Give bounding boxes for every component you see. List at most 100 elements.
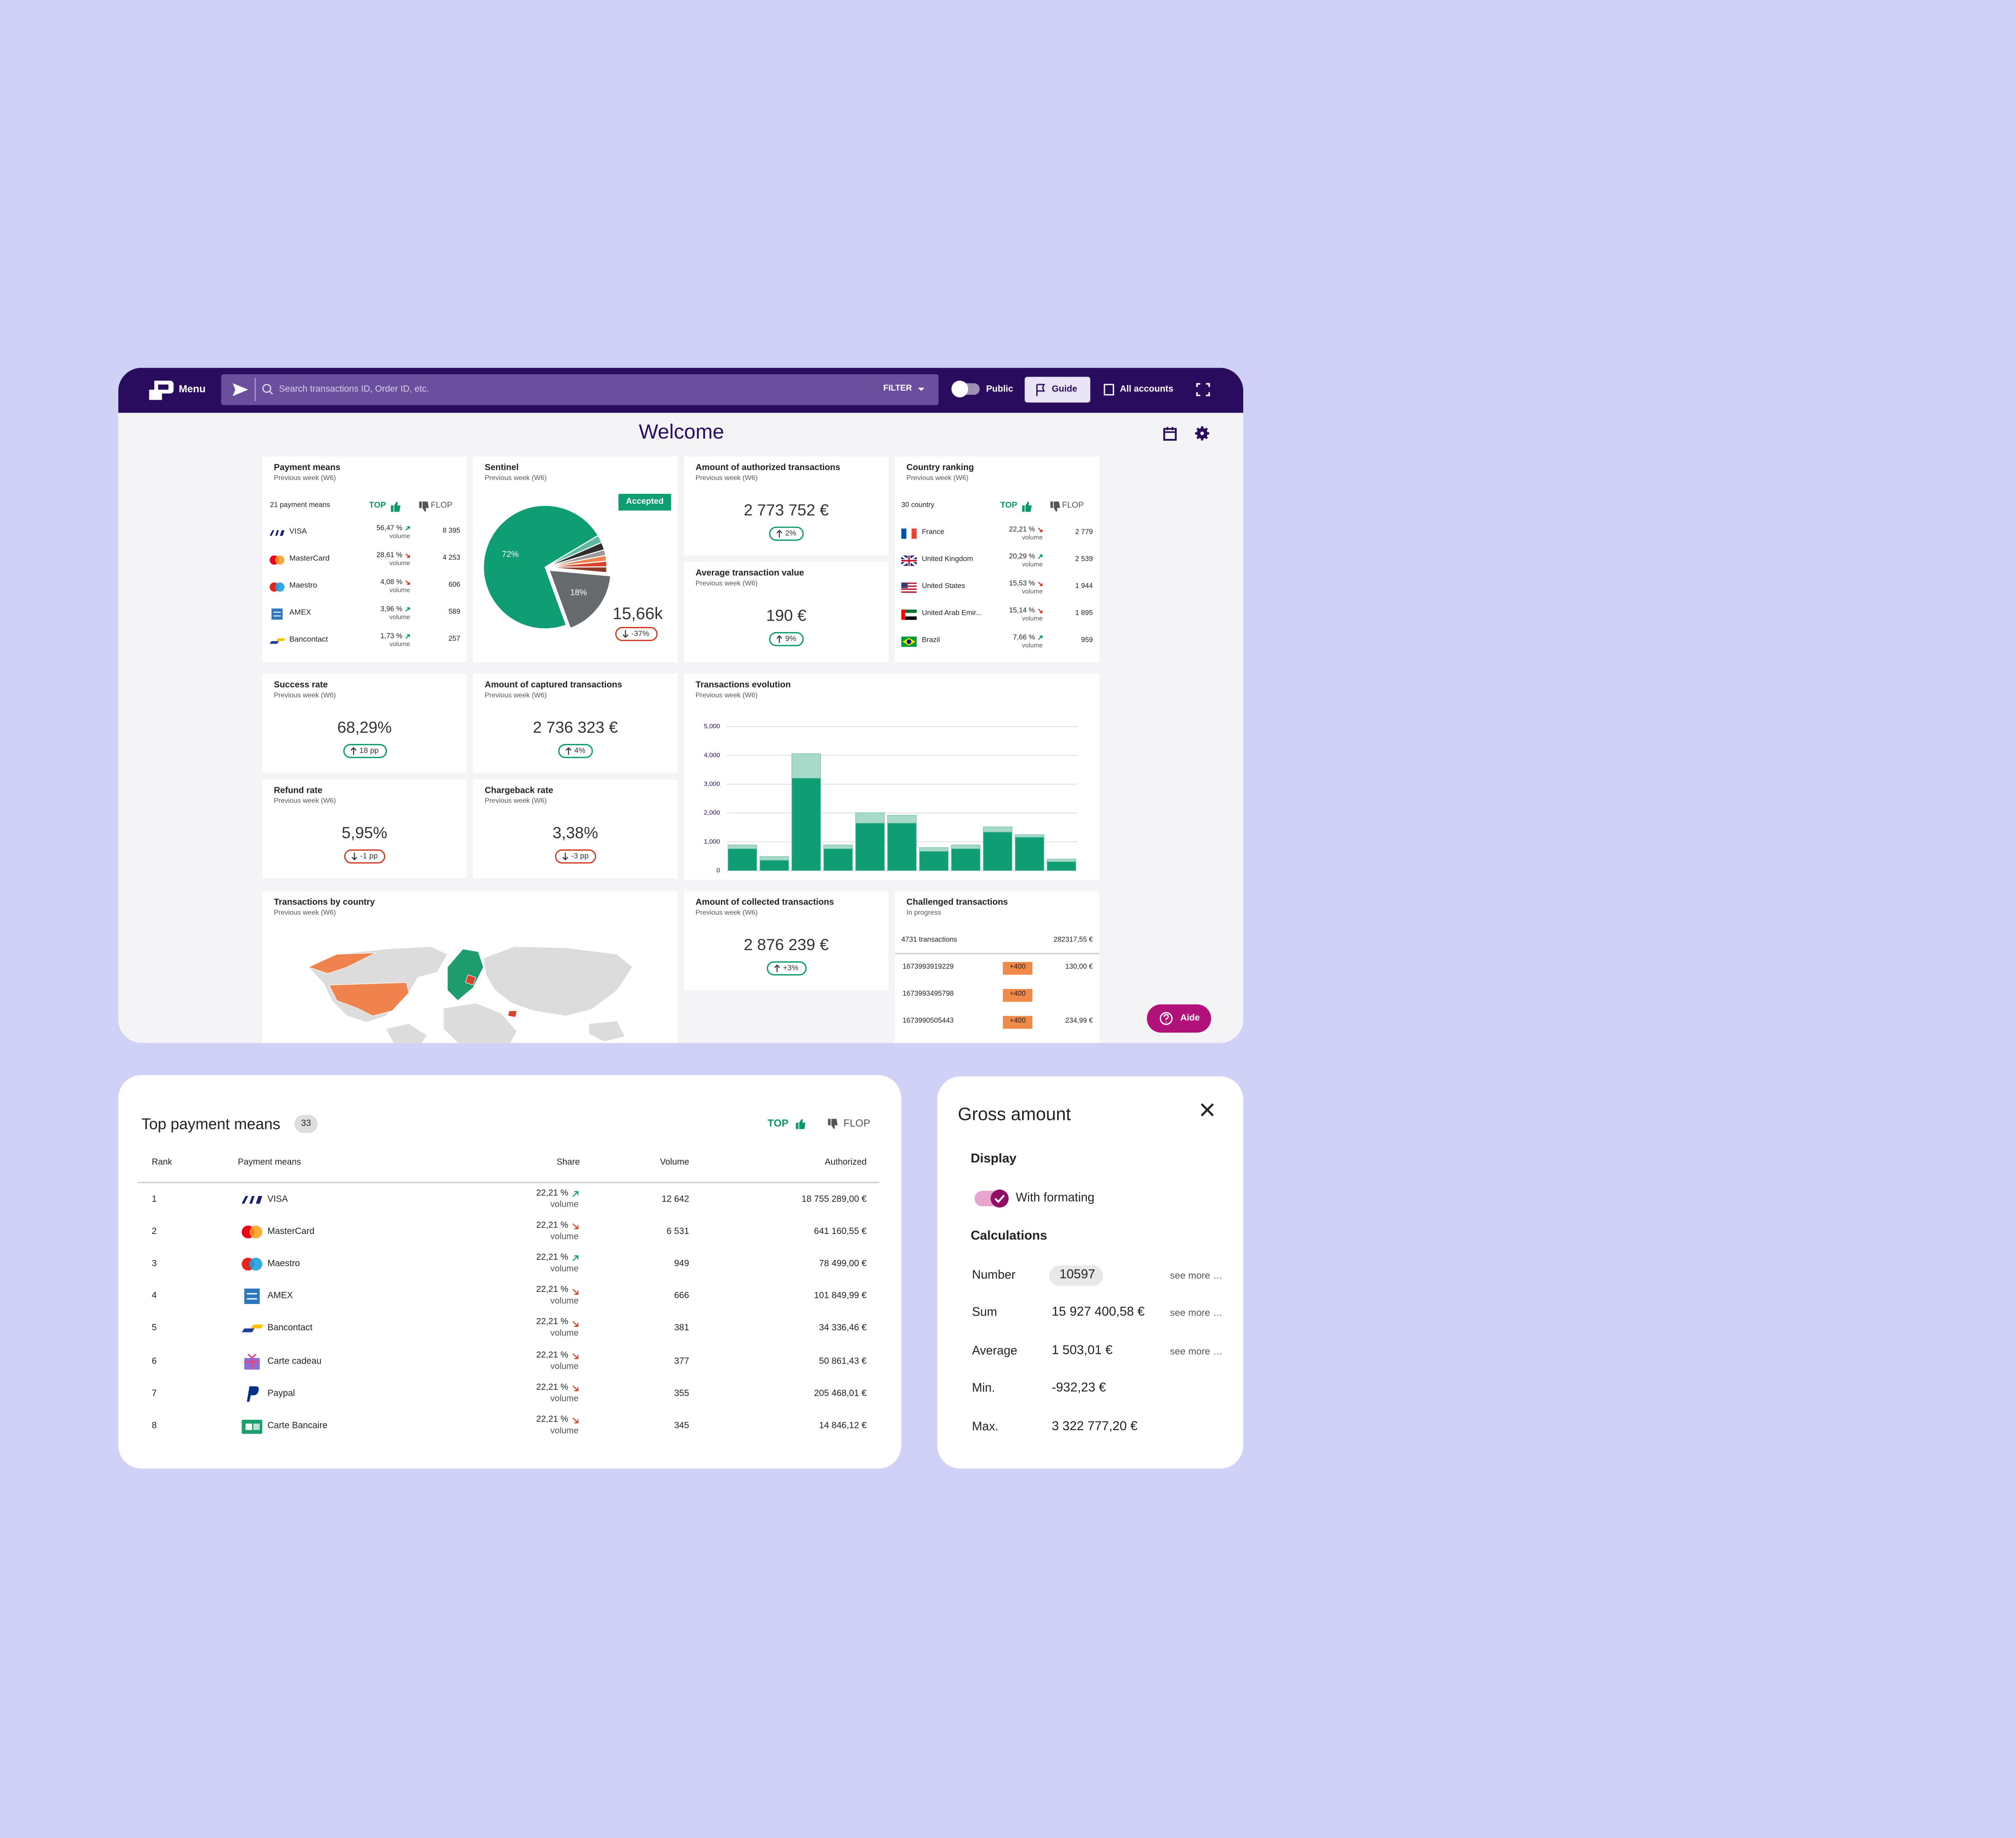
payment-icon (241, 1196, 263, 1204)
arrow-path (405, 634, 410, 639)
filter-caret (918, 388, 925, 391)
thumb-up-icon (1022, 501, 1032, 512)
badge-label: Accepted (626, 496, 664, 506)
bancontact-blue (241, 1329, 255, 1333)
thumb-down-icon (419, 501, 429, 512)
payment-icon (241, 1419, 263, 1434)
top-tab[interactable]: TOP (767, 1117, 789, 1129)
see-more[interactable]: see more … (1170, 1269, 1223, 1282)
amount: 130,00 € (1065, 964, 1093, 971)
card-title: Success rate (273, 681, 328, 690)
rank: 5 (152, 1324, 157, 1334)
bar-segment (759, 856, 789, 861)
trend-arrow (571, 1256, 578, 1262)
volume: 589 (448, 608, 460, 617)
bar-segment (727, 848, 757, 871)
rank: 4 (152, 1292, 157, 1301)
bar-segment (823, 845, 853, 849)
delta-pill: 9% (768, 632, 804, 646)
arrow-path (622, 630, 628, 638)
payment-icon (241, 1325, 264, 1333)
payment-icon (270, 530, 285, 536)
payment-name: VISA (267, 1195, 288, 1205)
accounts-button[interactable]: All accounts (1120, 385, 1174, 394)
arrow-path (571, 1417, 578, 1423)
unit: volume (1022, 614, 1043, 623)
country-name: United States (922, 582, 965, 591)
filter-button[interactable]: FILTER (883, 384, 912, 394)
country-flag (901, 582, 917, 593)
volume: 2 539 (1075, 556, 1093, 564)
thumb-path (419, 501, 429, 512)
delta-arrow (562, 852, 568, 861)
payment-icon (244, 1289, 260, 1304)
caret (918, 388, 925, 391)
pie-slice (483, 505, 599, 630)
card-subtitle: Previous week (W6) (485, 692, 547, 700)
see-more[interactable]: see more … (1170, 1345, 1223, 1357)
paypal-logo (247, 1386, 259, 1402)
volume: 959 (1081, 637, 1093, 645)
card-subtitle: Previous week (W6) (273, 909, 336, 918)
volume: 12 642 (661, 1195, 689, 1205)
world-map (308, 946, 633, 1043)
help-button[interactable] (1146, 1004, 1211, 1033)
south-america (385, 1023, 427, 1043)
settings-icon (1195, 426, 1210, 441)
authorized: 78 499,00 € (819, 1259, 867, 1269)
top-payment-panel (118, 1075, 902, 1469)
delta-pill: 4% (557, 744, 594, 758)
bancontact-yellow (276, 638, 286, 641)
share: 4,08 % (380, 578, 403, 586)
delta-value: -3 pp (571, 852, 589, 861)
search-bar[interactable] (221, 374, 939, 405)
flag-path (1036, 384, 1045, 396)
card-subtitle: Previous week (W6) (695, 580, 758, 588)
public-label: Public (986, 385, 1013, 394)
arrow-path (775, 530, 782, 538)
trend-arrow (405, 634, 410, 639)
card (262, 456, 467, 662)
guide-button[interactable] (1025, 377, 1090, 403)
authorized: 641 160,55 € (814, 1227, 867, 1237)
flag-stripe (905, 616, 917, 620)
delta-arrow (350, 747, 356, 755)
card-title: Country ranking (906, 464, 974, 473)
delta-arrow (351, 852, 357, 861)
volume: 355 (674, 1389, 689, 1398)
bar-segment (983, 827, 1013, 833)
card (895, 456, 1099, 662)
authorized: 101 849,99 € (814, 1292, 867, 1301)
country-name: France (922, 528, 944, 537)
card-title: Amount of collected transactions (695, 898, 834, 908)
arrow-path (1037, 636, 1042, 641)
delta-pill: +3% (766, 961, 806, 976)
volume: 257 (448, 636, 460, 643)
arrow-path (571, 1191, 578, 1197)
trend-arrow (405, 581, 410, 585)
menu-button[interactable]: Menu (178, 383, 206, 395)
header-divider (137, 1182, 879, 1183)
share: 22,21 % (536, 1286, 568, 1295)
visa-logo (241, 1196, 263, 1204)
flag-cross (901, 555, 917, 566)
close-x (1200, 1103, 1214, 1116)
unit: volume (550, 1233, 579, 1242)
unit: volume (550, 1394, 579, 1403)
delta-pill: 2% (768, 526, 804, 541)
arrow-path (1037, 555, 1042, 560)
unit: volume (550, 1329, 579, 1339)
calc-label: Average (972, 1344, 1017, 1358)
share: 22,21 % (536, 1415, 568, 1424)
card-title: Payment means (273, 464, 341, 473)
bar-segment (823, 848, 853, 871)
see-more[interactable]: see more … (1170, 1307, 1223, 1319)
volume: 949 (674, 1259, 689, 1269)
column-header: Volume (660, 1158, 689, 1167)
divider (895, 953, 1099, 954)
delta-arrow (775, 635, 782, 643)
payment-name: Bancontact (289, 636, 328, 645)
flop-tab[interactable]: FLOP (843, 1117, 870, 1129)
